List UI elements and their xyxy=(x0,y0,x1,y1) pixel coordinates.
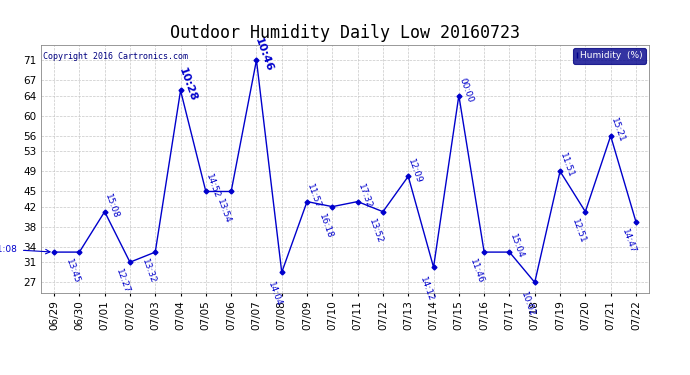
Title: Outdoor Humidity Daily Low 20160723: Outdoor Humidity Daily Low 20160723 xyxy=(170,24,520,42)
Text: 15:04: 15:04 xyxy=(508,233,525,260)
Text: 13:32: 13:32 xyxy=(139,258,157,285)
Text: 17:32: 17:32 xyxy=(356,182,373,210)
Text: 10:02: 10:02 xyxy=(519,291,536,318)
Text: Copyright 2016 Cartronics.com: Copyright 2016 Cartronics.com xyxy=(43,53,188,62)
Text: 15:21: 15:21 xyxy=(609,117,627,144)
Legend: Humidity  (%): Humidity (%) xyxy=(573,48,646,64)
Text: 14:04: 14:04 xyxy=(266,281,284,308)
Text: 00:00: 00:00 xyxy=(457,76,475,104)
Text: 13:45: 13:45 xyxy=(63,258,81,285)
Text: 13:54: 13:54 xyxy=(215,197,233,225)
Text: 11:51: 11:51 xyxy=(558,152,575,179)
Text: 12:27: 12:27 xyxy=(115,268,132,295)
Text: 16:18: 16:18 xyxy=(317,212,334,240)
Text: 11:57: 11:57 xyxy=(306,182,323,210)
Text: 12:09: 12:09 xyxy=(406,157,424,184)
Text: 14:12: 14:12 xyxy=(418,276,435,303)
Text: 10:28: 10:28 xyxy=(177,67,198,103)
Text: 12:51: 12:51 xyxy=(570,217,587,245)
Text: 11:46: 11:46 xyxy=(469,258,486,285)
Text: 10:46: 10:46 xyxy=(253,36,274,73)
Text: 11:08: 11:08 xyxy=(0,245,50,254)
Text: 13:52: 13:52 xyxy=(367,217,384,245)
Text: 14:47: 14:47 xyxy=(620,228,638,255)
Text: 15:08: 15:08 xyxy=(103,192,120,220)
Text: 14:52: 14:52 xyxy=(204,172,221,200)
